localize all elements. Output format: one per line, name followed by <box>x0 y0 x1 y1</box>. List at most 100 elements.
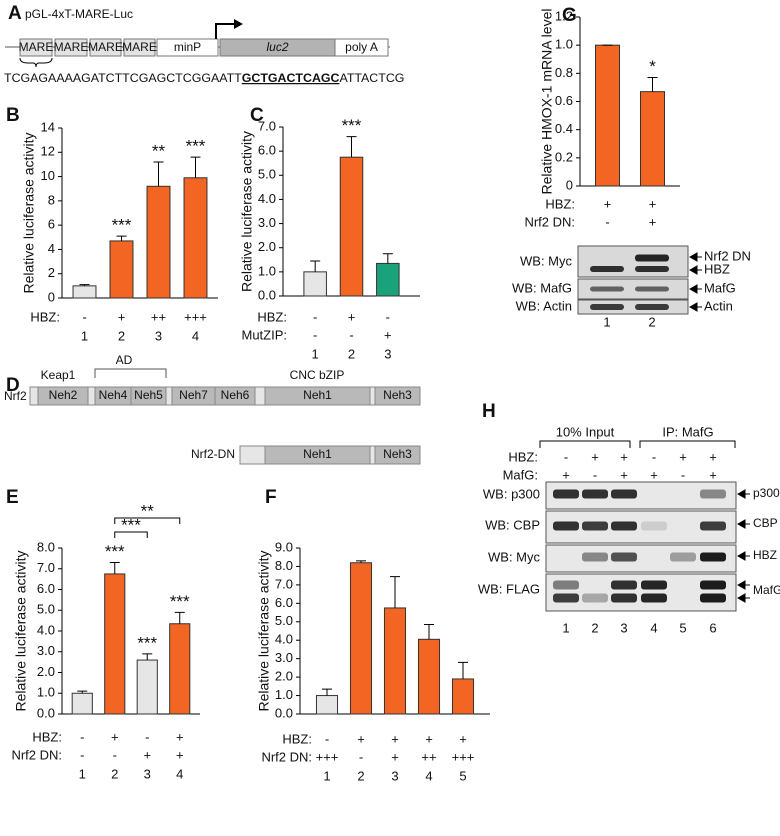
region-label: CNC bZIP <box>290 368 345 382</box>
error-bar <box>190 156 201 178</box>
condition-label: Nrf2 DN: <box>261 749 312 764</box>
y-tick-label: 1.0 <box>555 37 573 52</box>
significance: * <box>649 57 656 76</box>
lane-number: 5 <box>459 768 466 783</box>
blot-band <box>611 489 637 499</box>
blot-strip <box>577 278 689 300</box>
y-tick-label: 1.0 <box>258 263 276 278</box>
blot-row-label: WB: Actin <box>516 298 572 313</box>
bar <box>339 156 364 297</box>
bar <box>349 562 373 715</box>
lane-number: 2 <box>357 768 364 783</box>
blot-band <box>700 593 726 603</box>
condition-value: + <box>111 729 119 744</box>
blot-band <box>590 286 624 292</box>
y-tick-label: 0.4 <box>555 121 573 136</box>
y-tick-label: 0.8 <box>555 65 573 80</box>
lane-number: 1 <box>323 768 330 783</box>
significance: *** <box>137 633 157 652</box>
bar <box>146 185 171 299</box>
condition-value: ++ <box>151 309 166 324</box>
element-box <box>54 38 88 57</box>
condition-value: + <box>176 747 184 762</box>
sequence-part: TCGAGAAAAGATCTTCGAGCTCGGAATT <box>4 71 242 85</box>
panel-label: F <box>265 487 277 508</box>
blot-band <box>641 580 667 590</box>
lane-number: 2 <box>348 346 355 361</box>
error-bar <box>174 611 185 624</box>
error-bar <box>116 235 127 241</box>
element-label: MARE <box>54 40 89 54</box>
lane-number: 6 <box>709 620 716 635</box>
condition-value: + <box>620 467 628 482</box>
band-label: HBZ <box>704 261 730 276</box>
sequence-part: GCTGACTCAGC <box>242 71 340 85</box>
y-tick-label: 5.0 <box>37 602 55 617</box>
y-tick-label: 0.0 <box>258 287 276 302</box>
blot-row-label: WB: FLAG <box>478 581 540 596</box>
bar <box>595 44 620 187</box>
condition-value: + <box>143 747 151 762</box>
bar <box>303 271 327 297</box>
lane-number: 3 <box>384 346 391 361</box>
condition-value: + <box>391 749 399 764</box>
condition-value: + <box>384 327 392 342</box>
y-tick-label: 8 <box>48 192 55 207</box>
arrow <box>736 519 750 529</box>
y-tick-label: 7.0 <box>258 118 276 133</box>
brace <box>19 57 53 68</box>
condition-value: +++ <box>316 749 339 764</box>
blot-strip <box>545 573 737 612</box>
condition-value: +++ <box>184 309 207 324</box>
bar <box>417 638 441 715</box>
y-tick-label: 5.0 <box>275 613 293 628</box>
condition-value: + <box>604 196 612 211</box>
panel-label: B <box>6 105 20 126</box>
lane-number: 1 <box>312 346 319 361</box>
promoter-arrow <box>215 23 236 39</box>
protein-name: Nrf2 <box>4 389 27 403</box>
lane-number: 1 <box>562 620 569 635</box>
condition-value: + <box>709 449 717 464</box>
condition-value: - <box>349 327 353 342</box>
significance: ** <box>152 141 166 160</box>
lane-number: 2 <box>591 620 598 635</box>
y-tick-label: 6.0 <box>37 581 55 596</box>
blot-band <box>635 254 669 262</box>
blot-band <box>641 593 667 603</box>
lane-number: 3 <box>620 620 627 635</box>
band-label: Nrf2 DN <box>704 248 751 263</box>
bar <box>183 177 208 299</box>
lane-number: 2 <box>648 314 655 329</box>
condition-value: - <box>359 749 363 764</box>
blot-band <box>611 580 637 590</box>
bar <box>640 91 665 187</box>
significance: *** <box>105 542 125 561</box>
blot-row-label: WB: Myc <box>520 253 572 268</box>
element-box <box>123 38 156 57</box>
error-bar <box>322 688 332 696</box>
element-box <box>89 38 122 57</box>
blot-band <box>611 552 637 562</box>
region-label: AD <box>116 353 133 367</box>
element-label: MARE <box>88 40 123 54</box>
blot-band <box>611 593 637 603</box>
lane-number: 3 <box>155 328 162 343</box>
blot-band <box>553 521 579 531</box>
condition-value: - <box>313 327 317 342</box>
panel-label: A <box>8 3 22 24</box>
lane-number: 1 <box>603 314 610 329</box>
comparison-label: *** <box>121 515 141 534</box>
significance: *** <box>170 592 190 611</box>
element-label: luc2 <box>266 40 288 54</box>
condition-value: + <box>176 729 184 744</box>
lane-number: 3 <box>391 768 398 783</box>
element-label: MARE <box>19 40 54 54</box>
y-tick-label: 9.0 <box>275 539 293 554</box>
condition-value: - <box>564 449 568 464</box>
error-bar <box>109 562 120 574</box>
y-tick-label: 0.2 <box>555 149 573 164</box>
element-box <box>334 38 389 57</box>
bar <box>104 573 126 715</box>
